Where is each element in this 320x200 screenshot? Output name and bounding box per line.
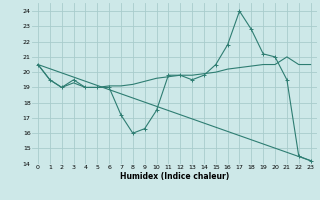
X-axis label: Humidex (Indice chaleur): Humidex (Indice chaleur)	[120, 172, 229, 181]
